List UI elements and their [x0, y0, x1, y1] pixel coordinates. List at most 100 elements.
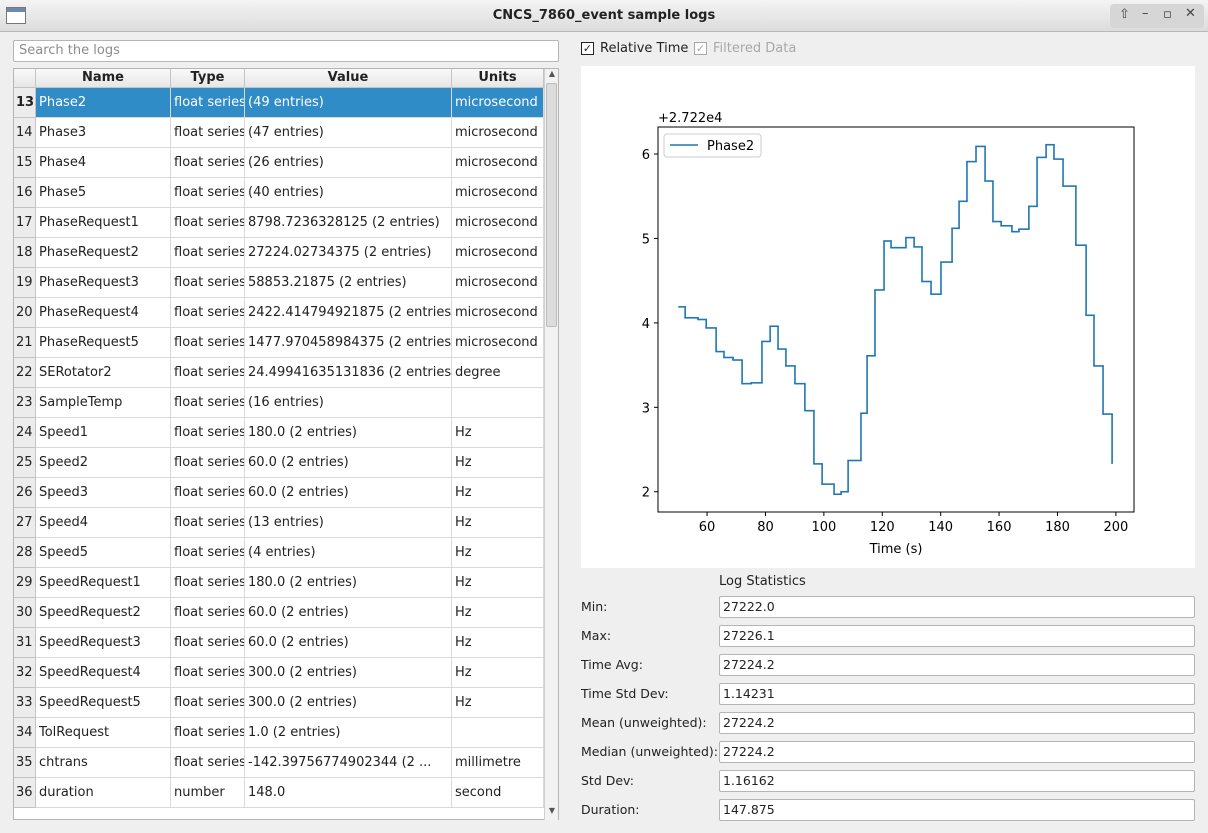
- y-tick-label: 4: [642, 317, 650, 332]
- x-tick-label: 180: [1045, 520, 1070, 535]
- table-cell: PhaseRequest5: [36, 328, 171, 358]
- table-cell: (16 entries): [245, 388, 452, 418]
- table-cell: 300.0 (2 entries): [245, 688, 452, 718]
- table-cell: float series: [171, 388, 245, 418]
- row-header: 31: [14, 628, 36, 658]
- table-cell: (13 entries): [245, 508, 452, 538]
- stat-label: Mean (unweighted):: [581, 715, 707, 730]
- table-cell: SpeedRequest3: [36, 628, 171, 658]
- table-cell: microsecond: [452, 148, 544, 178]
- table-cell: microsecond: [452, 238, 544, 268]
- table-cell: microsecond: [452, 268, 544, 298]
- table-cell: [452, 718, 544, 748]
- table-cell: PhaseRequest2: [36, 238, 171, 268]
- table-cell: float series: [171, 178, 245, 208]
- legend-label: Phase2: [707, 139, 754, 154]
- checkbox-label: Filtered Data: [713, 41, 797, 56]
- column-header: Value: [245, 69, 452, 88]
- stat-label: Max:: [581, 628, 612, 643]
- window-title: CNCS_7860_event sample logs: [492, 8, 716, 23]
- table-cell: SampleTemp: [36, 388, 171, 418]
- close-button[interactable]: ✕: [1185, 6, 1196, 21]
- x-tick-label: 60: [699, 520, 716, 535]
- scrollbar[interactable]: ▲ ▼: [544, 69, 558, 820]
- x-tick-label: 80: [757, 520, 774, 535]
- x-tick-label: 200: [1103, 520, 1128, 535]
- table-cell: Phase3: [36, 118, 171, 148]
- table-cell: float series: [171, 238, 245, 268]
- corner-header: [14, 69, 36, 88]
- stat-value: 27224.2: [719, 741, 1195, 763]
- table-cell: Hz: [452, 688, 544, 718]
- table-cell: (49 entries): [245, 88, 452, 118]
- table-cell: Phase4: [36, 148, 171, 178]
- x-tick-label: 160: [987, 520, 1012, 535]
- row-header: 18: [14, 238, 36, 268]
- table-cell: SpeedRequest4: [36, 658, 171, 688]
- search-box[interactable]: Search the logs: [13, 40, 559, 62]
- stat-value: 27224.2: [719, 654, 1195, 676]
- log-table: Name Type Value Units 13 Phase2 float series (4…: [13, 68, 559, 820]
- table-cell: float series: [171, 298, 245, 328]
- table-cell: 1477.970458984375 (2 entries): [245, 328, 452, 358]
- table-cell: float series: [171, 208, 245, 238]
- row-header: 26: [14, 478, 36, 508]
- checkbox-label: Relative Time: [600, 41, 689, 56]
- table-cell: (47 entries): [245, 118, 452, 148]
- table-cell: degree: [452, 358, 544, 388]
- table-cell: float series: [171, 418, 245, 448]
- table-cell: microsecond: [452, 298, 544, 328]
- table-cell: 2422.414794921875 (2 entries): [245, 298, 452, 328]
- table-cell: Speed4: [36, 508, 171, 538]
- table-cell: PhaseRequest3: [36, 268, 171, 298]
- stat-value: 1.16162: [719, 770, 1195, 792]
- stat-label: Time Avg:: [581, 657, 643, 672]
- statistics-title: Log Statistics: [719, 574, 806, 589]
- table-cell: float series: [171, 718, 245, 748]
- scroll-thumb[interactable]: [546, 83, 557, 327]
- table-cell: microsecond: [452, 118, 544, 148]
- table-cell: 180.0 (2 entries): [245, 418, 452, 448]
- scroll-up[interactable]: ▲: [548, 69, 556, 78]
- stat-label: Min:: [581, 599, 608, 614]
- table-cell: number: [171, 778, 245, 808]
- table-cell: 8798.7236328125 (2 entries): [245, 208, 452, 238]
- row-header: 28: [14, 538, 36, 568]
- table-cell: microsecond: [452, 178, 544, 208]
- table-cell: float series: [171, 268, 245, 298]
- table-cell: float series: [171, 598, 245, 628]
- table-cell: Speed1: [36, 418, 171, 448]
- table-cell: Hz: [452, 448, 544, 478]
- table-cell: float series: [171, 628, 245, 658]
- table-cell: Phase2: [36, 88, 171, 118]
- row-header: 22: [14, 358, 36, 388]
- minimize-button[interactable]: –: [1142, 6, 1149, 21]
- table-cell: millimetre: [452, 748, 544, 778]
- row-header: 32: [14, 658, 36, 688]
- table-cell: [452, 388, 544, 418]
- row-header: 34: [14, 718, 36, 748]
- column-header: Units: [452, 69, 544, 88]
- table-cell: 60.0 (2 entries): [245, 478, 452, 508]
- table-cell: 148.0: [245, 778, 452, 808]
- stat-value: 147.875: [719, 799, 1195, 821]
- table-cell: 60.0 (2 entries): [245, 598, 452, 628]
- table-cell: 60.0 (2 entries): [245, 448, 452, 478]
- maximize-button[interactable]: ▫: [1163, 7, 1172, 22]
- table-cell: float series: [171, 688, 245, 718]
- shade-button[interactable]: ⇧: [1119, 7, 1130, 22]
- stat-value: 1.14231: [719, 683, 1195, 705]
- x-axis-label: Time (s): [869, 542, 923, 557]
- row-header: 13: [14, 88, 36, 118]
- table-cell: Speed2: [36, 448, 171, 478]
- row-header: 15: [14, 148, 36, 178]
- scroll-down[interactable]: ▼: [548, 806, 556, 815]
- checkbox[interactable]: ✓: [581, 42, 594, 55]
- table-cell: float series: [171, 118, 245, 148]
- row-header: 29: [14, 568, 36, 598]
- table-cell: chtrans: [36, 748, 171, 778]
- table-cell: microsecond: [452, 208, 544, 238]
- table-cell: PhaseRequest4: [36, 298, 171, 328]
- table-cell: SpeedRequest5: [36, 688, 171, 718]
